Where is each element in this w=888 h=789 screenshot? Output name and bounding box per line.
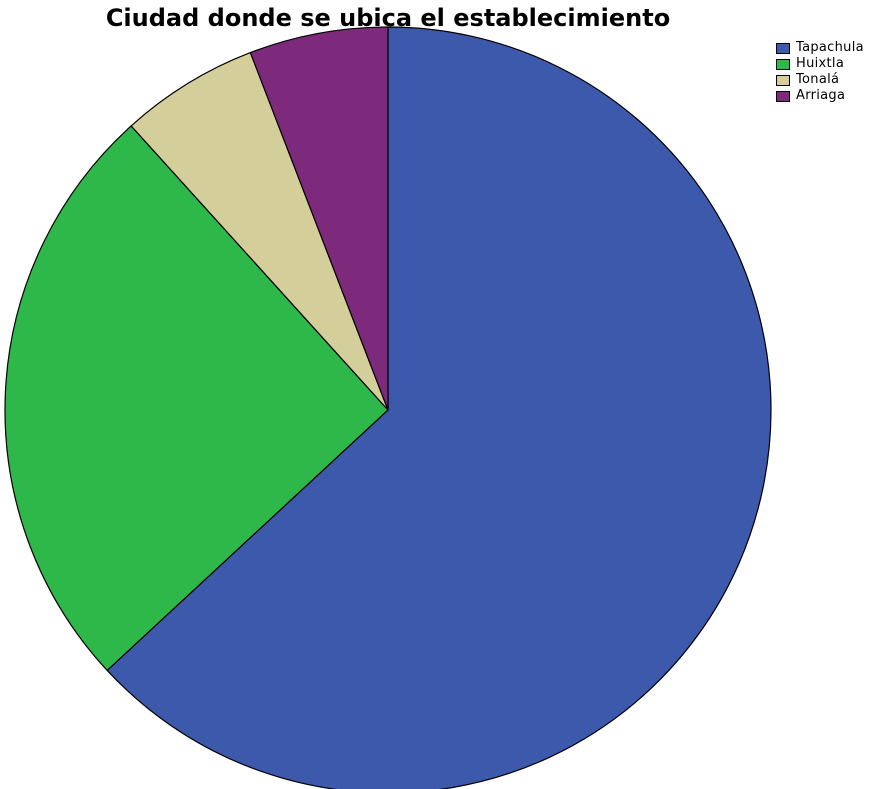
legend-label: Huixtla	[796, 56, 845, 71]
legend-label: Arriaga	[796, 88, 846, 103]
legend-swatch	[776, 58, 790, 70]
pie-slice-tonala	[130, 51, 389, 411]
legend-item-huixtla: Huixtla	[776, 56, 864, 72]
legend: Tapachula Huixtla Tonalá Arriaga	[776, 40, 864, 104]
legend-swatch	[776, 74, 790, 86]
legend-item-arriaga: Arriaga	[776, 88, 864, 104]
legend-label: Tapachula	[796, 40, 864, 55]
legend-label: Tonalá	[796, 72, 840, 87]
legend-item-tapachula: Tapachula	[776, 40, 864, 56]
legend-swatch	[776, 42, 790, 54]
legend-swatch	[776, 90, 790, 102]
pie-slice-tapachula	[106, 26, 772, 789]
legend-item-tonala: Tonalá	[776, 72, 864, 88]
pie-slice-arriaga	[249, 26, 389, 411]
pie-slice-huixtla	[4, 125, 389, 672]
